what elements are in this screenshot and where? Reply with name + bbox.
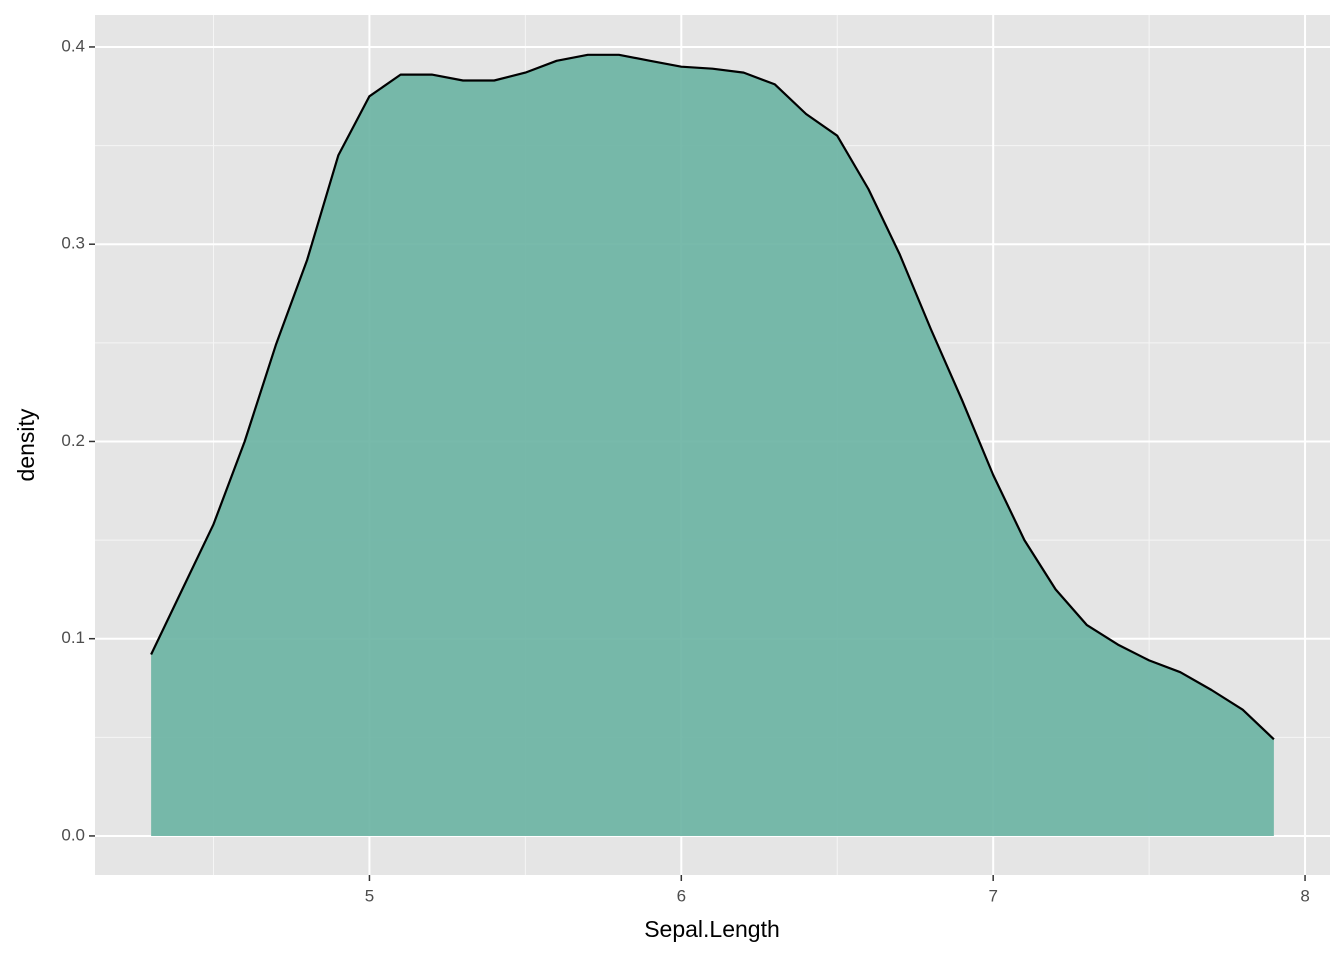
y-tick-label: 0.1	[61, 628, 85, 647]
x-tick-label: 8	[1300, 886, 1309, 905]
x-tick-label: 5	[365, 886, 374, 905]
y-axis-title: density	[13, 408, 39, 481]
y-tick-label: 0.4	[61, 36, 85, 55]
x-tick-label: 6	[677, 886, 686, 905]
x-axis-title: Sepal.Length	[644, 916, 780, 942]
y-tick-label: 0.3	[61, 234, 85, 253]
x-tick-label: 7	[988, 886, 997, 905]
y-tick-label: 0.0	[61, 825, 85, 844]
density-area	[151, 54, 1274, 836]
density-line	[150, 53, 1275, 741]
y-tick-label: 0.2	[61, 431, 85, 450]
